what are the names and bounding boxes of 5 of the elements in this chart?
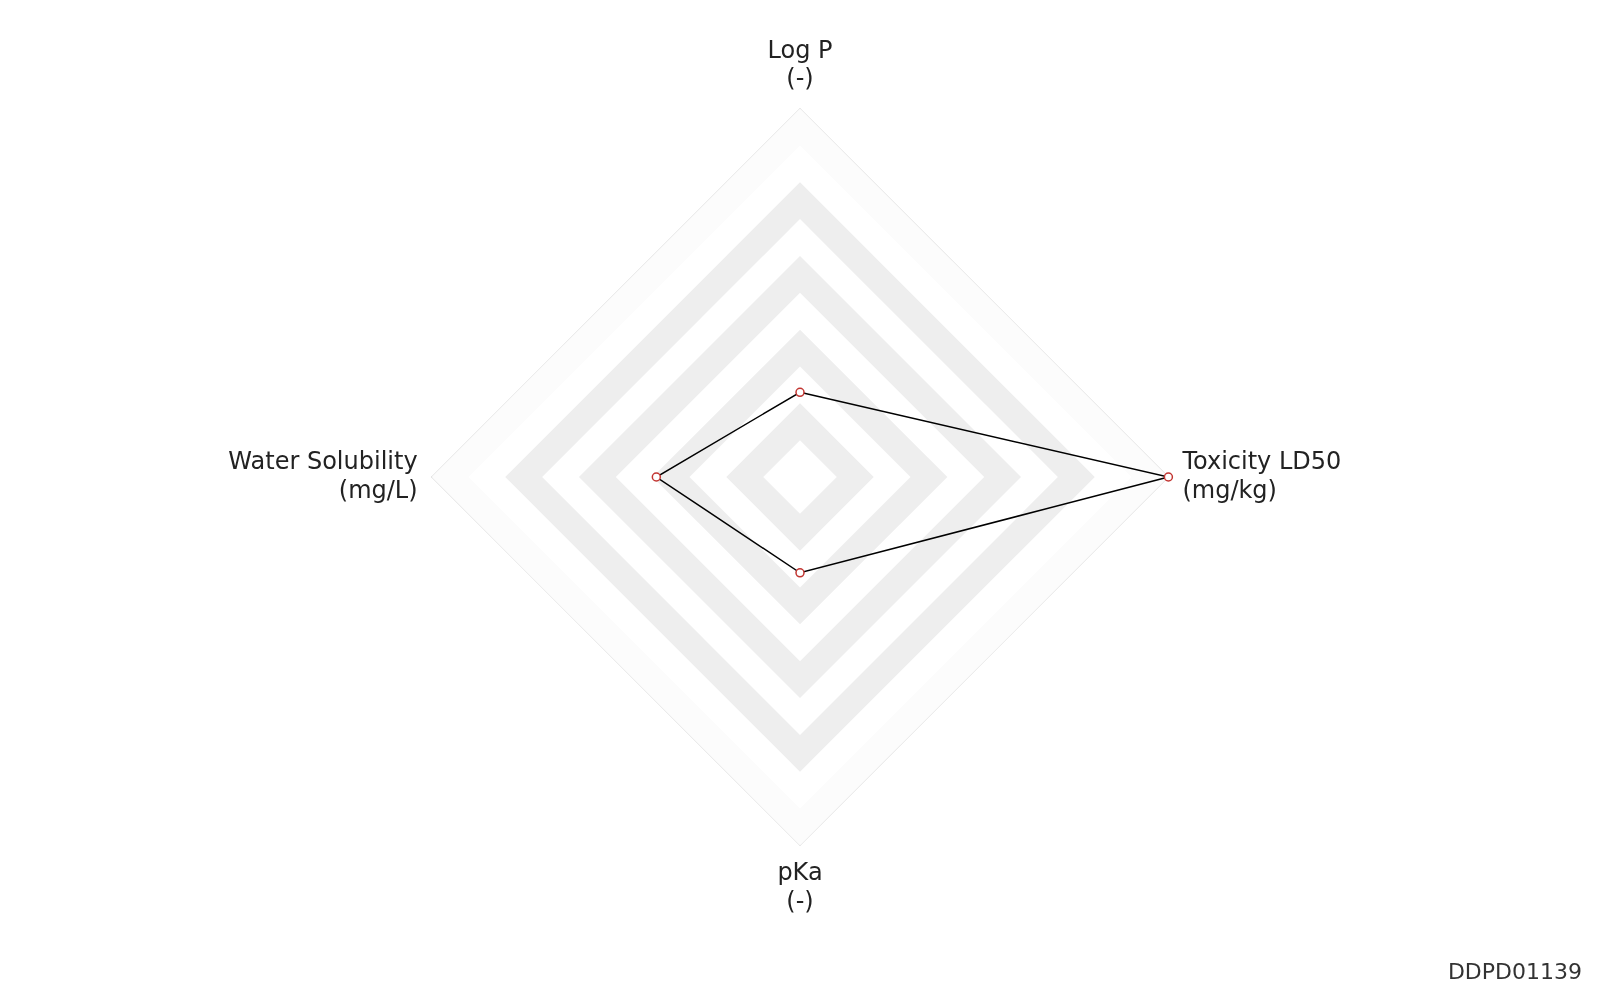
spoke-label: pKa (-) (777, 858, 823, 915)
spoke-label: Water Solubility (mg/L) (228, 446, 418, 504)
spoke-label: Toxicity LD50 (mg/kg) (1181, 446, 1342, 504)
spoke-label: Log P (-) (767, 35, 833, 93)
text: DDPD01139 (1447, 959, 1582, 984)
